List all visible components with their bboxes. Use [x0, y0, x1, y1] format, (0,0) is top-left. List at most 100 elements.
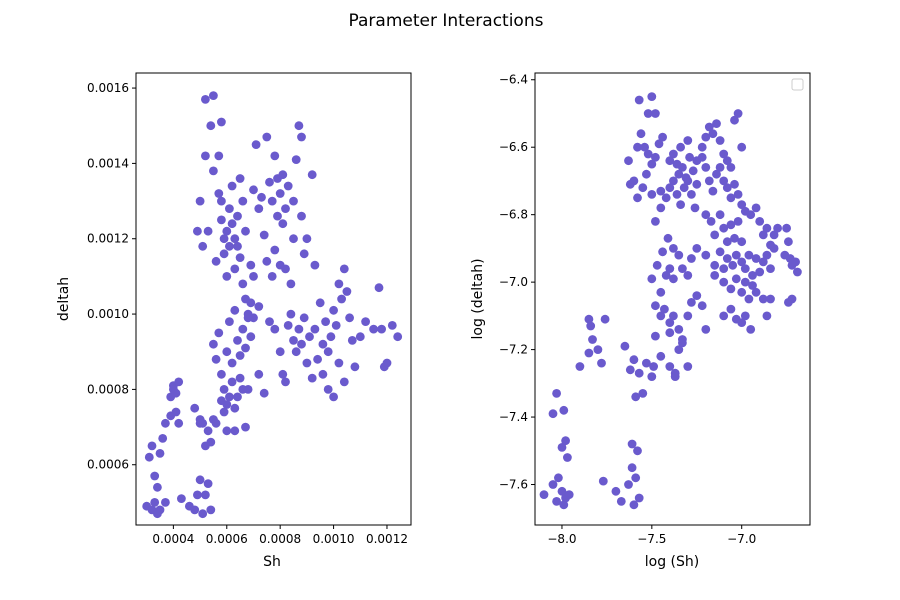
left-scatter-point	[302, 234, 312, 244]
right-scatter-point	[624, 480, 633, 489]
left-scatter-point	[222, 272, 232, 281]
left-scatter-point	[153, 482, 162, 492]
left-scatter-point	[219, 385, 229, 394]
right-scatter-point	[726, 163, 736, 172]
left-scatter-point	[233, 336, 242, 345]
right-scatter-point	[769, 244, 779, 253]
left-scatter-point	[342, 287, 352, 296]
left-scatter-point	[241, 422, 250, 432]
left-scatter-point	[310, 260, 320, 270]
right-scatter-point	[730, 233, 739, 243]
right-scatter-point	[575, 362, 585, 371]
right-scatter-point	[710, 230, 720, 240]
right-scatter-point	[740, 311, 750, 321]
right-scatter-point	[665, 328, 675, 338]
left-x-axis-label: Sh	[263, 554, 281, 570]
left-scatter-point	[161, 418, 170, 428]
left-scatter-point	[337, 294, 346, 304]
left-axes-frame	[135, 72, 412, 526]
right-scatter-point	[554, 473, 563, 483]
left-scatter-point	[291, 347, 301, 357]
right-scatter-point	[561, 436, 570, 446]
left-scatter-point	[227, 358, 237, 368]
left-scatter-point	[267, 196, 277, 206]
right-scatter-point	[708, 186, 718, 196]
right-scatter-point	[692, 291, 702, 300]
left-scatter-point	[283, 181, 293, 191]
right-scatter-point	[719, 223, 729, 233]
left-scatter-point	[318, 339, 328, 349]
left-scatter-point	[297, 211, 306, 221]
right-axes-frame	[534, 72, 811, 526]
left-scatter-point	[331, 321, 341, 330]
left-scatter-point	[307, 373, 317, 383]
left-points-group	[142, 91, 403, 519]
left-scatter-point	[297, 132, 306, 142]
right-scatter-point	[766, 264, 775, 273]
left-scatter-point	[246, 260, 256, 270]
right-y-tick-label: −7.6	[499, 478, 528, 492]
right-scatter-point	[701, 325, 711, 334]
left-scatter-point	[350, 362, 360, 372]
right-scatter-point	[665, 156, 675, 166]
right-scatter-point	[665, 183, 675, 193]
left-scatter-point	[209, 91, 218, 100]
right-scatter-point	[706, 217, 716, 226]
left-scatter-point	[174, 418, 184, 428]
right-scatter-point	[672, 159, 682, 169]
right-scatter-point	[726, 284, 736, 294]
right-scatter-point	[692, 244, 702, 253]
right-scatter-point	[588, 335, 597, 344]
right-scatter-point	[624, 156, 633, 166]
right-scatter-point	[625, 179, 635, 189]
left-scatter-point	[249, 185, 258, 195]
right-scatter-point	[633, 446, 642, 456]
right-scatter-point	[665, 318, 675, 327]
right-scatter-point	[692, 179, 702, 189]
right-scatter-point	[730, 179, 739, 189]
left-scatter-point	[195, 418, 205, 428]
left-y-tick-label: 0.0012	[87, 232, 129, 246]
right-y-tick-label: −7.2	[499, 343, 528, 357]
left-scatter-point	[235, 373, 245, 383]
right-scatter-point	[690, 203, 700, 213]
right-scatter-point	[672, 190, 682, 199]
right-scatter-point	[683, 362, 693, 371]
left-scatter-point	[326, 332, 336, 342]
right-scatter-point	[681, 173, 691, 183]
right-scatter-point	[737, 318, 747, 327]
left-scatter-point	[321, 317, 330, 326]
right-y-tick-label: −7.4	[499, 410, 528, 424]
right-scatter-point	[548, 409, 558, 419]
left-scatter-point	[318, 369, 328, 379]
left-scatter-point	[222, 426, 232, 436]
left-scatter-point	[230, 234, 240, 244]
left-scatter-point	[153, 509, 162, 519]
right-scatter-point	[669, 244, 678, 253]
left-scatter-point	[195, 475, 205, 485]
left-scatter-point	[241, 226, 250, 236]
right-scatter-point	[712, 119, 721, 128]
left-scatter-point	[254, 204, 264, 214]
left-scatter-point	[382, 358, 392, 368]
right-scatter-point	[656, 203, 666, 213]
right-scatter-point	[652, 260, 662, 270]
right-scatter-point	[766, 294, 775, 304]
right-scatter-point	[715, 163, 725, 172]
left-y-axis-label: deltah	[56, 277, 72, 321]
right-scatter-point	[780, 250, 790, 260]
left-scatter-point	[230, 264, 240, 274]
right-scatter-point	[687, 190, 696, 199]
left-scatter-point	[270, 245, 280, 255]
left-scatter-point	[299, 249, 309, 259]
right-scatter-point	[586, 321, 596, 331]
left-scatter-point	[217, 117, 226, 127]
right-x-tick-label: −7.0	[727, 532, 756, 546]
right-scatter-point	[634, 493, 644, 503]
left-scatter-point	[171, 407, 181, 417]
right-scatter-point	[715, 136, 725, 145]
left-scatter-point	[235, 174, 245, 183]
left-scatter-point	[161, 498, 170, 507]
right-scatter-point	[633, 193, 642, 203]
right-scatter-point	[731, 274, 741, 284]
